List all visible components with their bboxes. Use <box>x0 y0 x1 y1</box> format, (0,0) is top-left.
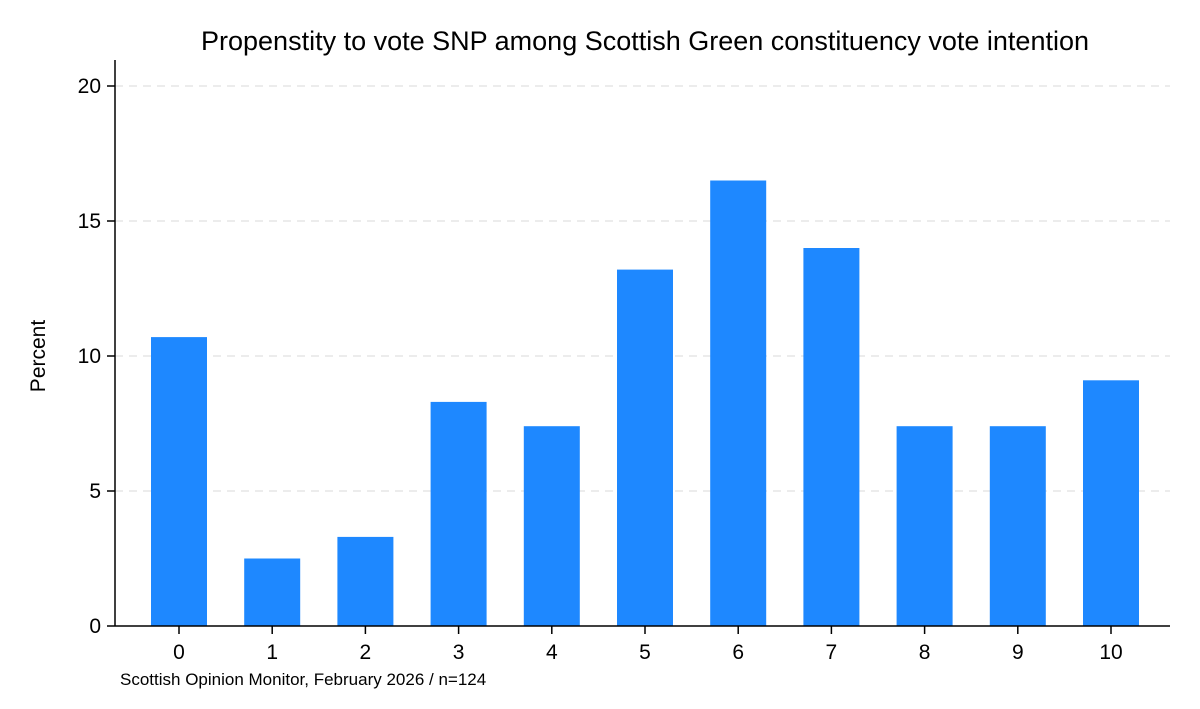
y-tick-label: 20 <box>78 75 101 98</box>
gridlines <box>115 85 1170 492</box>
bar <box>989 426 1046 626</box>
source-note: Scottish Opinion Monitor, February 2026 … <box>120 670 486 689</box>
bar <box>896 426 953 626</box>
bar <box>710 180 767 626</box>
chart-title: Propenstity to vote SNP among Scottish G… <box>201 26 1089 56</box>
x-tick-label: 3 <box>453 641 465 664</box>
x-tick-label: 9 <box>1012 641 1024 664</box>
y-tick-label: 15 <box>78 210 101 233</box>
x-tick-label: 6 <box>732 641 744 664</box>
bar <box>244 558 301 626</box>
y-axis-label: Percent <box>27 320 50 393</box>
bar <box>430 401 487 626</box>
x-tick-label: 0 <box>173 641 185 664</box>
y-tick-label: 0 <box>89 615 101 638</box>
bar <box>151 337 207 626</box>
bars <box>151 180 1139 626</box>
x-tick-label: 8 <box>919 641 931 664</box>
bar <box>803 248 860 626</box>
x-tick-label: 10 <box>1099 641 1122 664</box>
x-axis-ticks: 0 1 2 3 4 5 6 7 8 9 10 <box>173 626 1123 664</box>
bar <box>523 426 580 626</box>
y-tick-label: 10 <box>78 345 101 368</box>
y-axis-ticks: 0 5 10 15 20 <box>78 75 115 638</box>
x-tick-label: 5 <box>639 641 651 664</box>
x-tick-label: 1 <box>266 641 278 664</box>
bar <box>617 269 673 626</box>
x-tick-label: 7 <box>826 641 838 664</box>
bar <box>1083 380 1139 626</box>
axes <box>114 60 1170 627</box>
x-tick-label: 4 <box>546 641 558 664</box>
x-tick-label: 2 <box>360 641 372 664</box>
y-tick-label: 5 <box>89 480 101 503</box>
bar <box>337 536 394 626</box>
